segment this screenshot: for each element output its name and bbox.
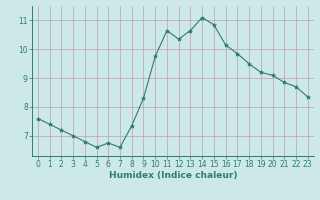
X-axis label: Humidex (Indice chaleur): Humidex (Indice chaleur) (108, 171, 237, 180)
